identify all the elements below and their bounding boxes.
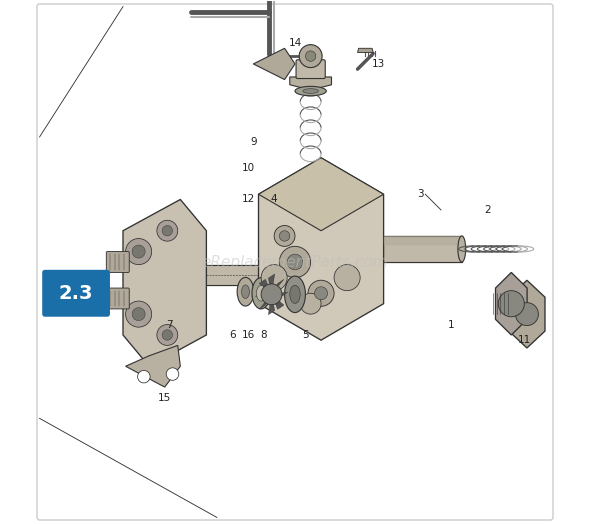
Text: 2: 2: [484, 205, 491, 215]
Polygon shape: [358, 48, 373, 52]
Circle shape: [132, 245, 145, 258]
Ellipse shape: [284, 276, 306, 312]
Circle shape: [261, 265, 287, 291]
Circle shape: [299, 45, 322, 68]
Text: 3: 3: [417, 189, 424, 199]
Polygon shape: [259, 279, 271, 294]
Circle shape: [279, 231, 290, 241]
Circle shape: [334, 265, 360, 291]
Text: 8: 8: [260, 330, 267, 340]
Text: 5: 5: [302, 330, 309, 340]
Circle shape: [166, 368, 179, 380]
Text: 4: 4: [271, 194, 277, 204]
Text: 12: 12: [241, 194, 255, 204]
Text: 16: 16: [241, 330, 255, 340]
Circle shape: [300, 293, 321, 314]
Ellipse shape: [257, 286, 266, 301]
FancyBboxPatch shape: [106, 252, 129, 272]
Polygon shape: [126, 345, 181, 387]
Polygon shape: [271, 279, 284, 294]
Circle shape: [274, 225, 295, 246]
Text: 6: 6: [229, 330, 236, 340]
Polygon shape: [268, 294, 275, 314]
Text: 7: 7: [166, 320, 173, 330]
Polygon shape: [271, 292, 288, 297]
Text: 2.3: 2.3: [59, 284, 93, 303]
Polygon shape: [271, 294, 284, 309]
Circle shape: [137, 370, 150, 383]
Circle shape: [126, 238, 152, 265]
Polygon shape: [259, 294, 271, 309]
Polygon shape: [253, 48, 295, 80]
Circle shape: [157, 220, 178, 241]
Polygon shape: [290, 77, 332, 90]
Polygon shape: [496, 272, 527, 335]
FancyBboxPatch shape: [42, 270, 110, 316]
Circle shape: [314, 287, 327, 300]
Circle shape: [287, 254, 303, 270]
Circle shape: [261, 284, 282, 305]
Circle shape: [306, 51, 316, 61]
Circle shape: [157, 324, 178, 345]
Polygon shape: [268, 274, 275, 294]
Ellipse shape: [290, 285, 300, 303]
Circle shape: [516, 303, 539, 325]
Text: eReplacementParts.com: eReplacementParts.com: [202, 255, 388, 269]
Polygon shape: [258, 158, 384, 231]
Circle shape: [279, 246, 311, 278]
Circle shape: [308, 280, 334, 307]
Text: 14: 14: [289, 38, 301, 48]
Circle shape: [126, 301, 152, 327]
FancyBboxPatch shape: [296, 60, 325, 79]
Text: 13: 13: [372, 59, 385, 69]
Circle shape: [162, 330, 172, 340]
Ellipse shape: [303, 89, 319, 93]
FancyBboxPatch shape: [106, 288, 129, 309]
Text: 10: 10: [241, 163, 255, 173]
FancyBboxPatch shape: [37, 4, 553, 520]
Ellipse shape: [241, 285, 250, 299]
Polygon shape: [258, 158, 384, 340]
Text: 11: 11: [517, 335, 531, 345]
Ellipse shape: [295, 86, 326, 96]
Ellipse shape: [252, 278, 270, 309]
Ellipse shape: [237, 277, 254, 306]
Polygon shape: [255, 292, 271, 297]
Text: 9: 9: [250, 137, 257, 147]
Text: 15: 15: [158, 392, 171, 402]
Polygon shape: [509, 280, 545, 348]
Ellipse shape: [458, 236, 466, 262]
Circle shape: [132, 308, 145, 321]
Text: 1: 1: [448, 320, 455, 330]
Circle shape: [499, 291, 525, 316]
Polygon shape: [123, 200, 206, 366]
Circle shape: [162, 225, 172, 236]
